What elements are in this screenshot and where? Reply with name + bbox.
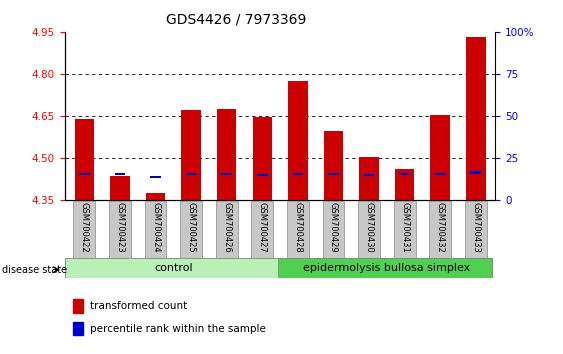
Bar bbox=[73, 299, 83, 313]
Bar bbox=[253, 117, 272, 200]
FancyBboxPatch shape bbox=[109, 201, 131, 258]
Bar bbox=[324, 131, 343, 200]
Text: transformed count: transformed count bbox=[90, 301, 187, 311]
Bar bbox=[288, 81, 307, 200]
Bar bbox=[395, 169, 414, 200]
FancyBboxPatch shape bbox=[394, 201, 415, 258]
Bar bbox=[257, 174, 267, 176]
FancyBboxPatch shape bbox=[278, 258, 492, 278]
Text: percentile rank within the sample: percentile rank within the sample bbox=[90, 324, 266, 333]
Bar bbox=[146, 193, 166, 200]
FancyBboxPatch shape bbox=[65, 258, 278, 278]
Text: GSM700425: GSM700425 bbox=[186, 202, 195, 253]
Bar bbox=[293, 173, 303, 175]
Bar bbox=[399, 173, 410, 175]
Bar bbox=[217, 109, 236, 200]
Bar bbox=[471, 171, 481, 174]
Bar bbox=[110, 176, 129, 200]
FancyBboxPatch shape bbox=[323, 201, 345, 258]
FancyBboxPatch shape bbox=[252, 201, 273, 258]
Bar bbox=[435, 173, 446, 175]
Bar bbox=[364, 174, 374, 176]
Bar bbox=[74, 119, 94, 200]
Text: disease state: disease state bbox=[2, 265, 67, 275]
FancyBboxPatch shape bbox=[358, 201, 380, 258]
Text: GSM700433: GSM700433 bbox=[471, 202, 480, 253]
FancyBboxPatch shape bbox=[465, 201, 487, 258]
Text: epidermolysis bullosa simplex: epidermolysis bullosa simplex bbox=[303, 263, 471, 273]
FancyBboxPatch shape bbox=[287, 201, 309, 258]
FancyBboxPatch shape bbox=[180, 201, 202, 258]
Bar bbox=[431, 115, 450, 200]
Text: control: control bbox=[154, 263, 193, 273]
Text: GSM700432: GSM700432 bbox=[436, 202, 445, 253]
Text: GDS4426 / 7973369: GDS4426 / 7973369 bbox=[166, 12, 307, 27]
Text: GSM700427: GSM700427 bbox=[258, 202, 267, 253]
Text: GSM700429: GSM700429 bbox=[329, 202, 338, 253]
Text: GSM700424: GSM700424 bbox=[151, 202, 160, 253]
Text: GSM700431: GSM700431 bbox=[400, 202, 409, 253]
FancyBboxPatch shape bbox=[216, 201, 238, 258]
Bar bbox=[150, 176, 161, 178]
FancyBboxPatch shape bbox=[73, 201, 95, 258]
Text: GSM700428: GSM700428 bbox=[293, 202, 302, 253]
Text: GSM700426: GSM700426 bbox=[222, 202, 231, 253]
Text: GSM700430: GSM700430 bbox=[365, 202, 374, 253]
Bar bbox=[114, 173, 126, 175]
Bar bbox=[328, 173, 339, 175]
Bar bbox=[79, 173, 90, 175]
Bar bbox=[186, 173, 196, 175]
FancyBboxPatch shape bbox=[430, 201, 451, 258]
Bar bbox=[221, 173, 232, 175]
FancyBboxPatch shape bbox=[145, 201, 167, 258]
Text: GSM700422: GSM700422 bbox=[80, 202, 89, 253]
Bar bbox=[466, 38, 486, 200]
Bar bbox=[73, 322, 83, 335]
Bar bbox=[181, 110, 201, 200]
Text: GSM700423: GSM700423 bbox=[115, 202, 124, 253]
Bar bbox=[359, 156, 379, 200]
